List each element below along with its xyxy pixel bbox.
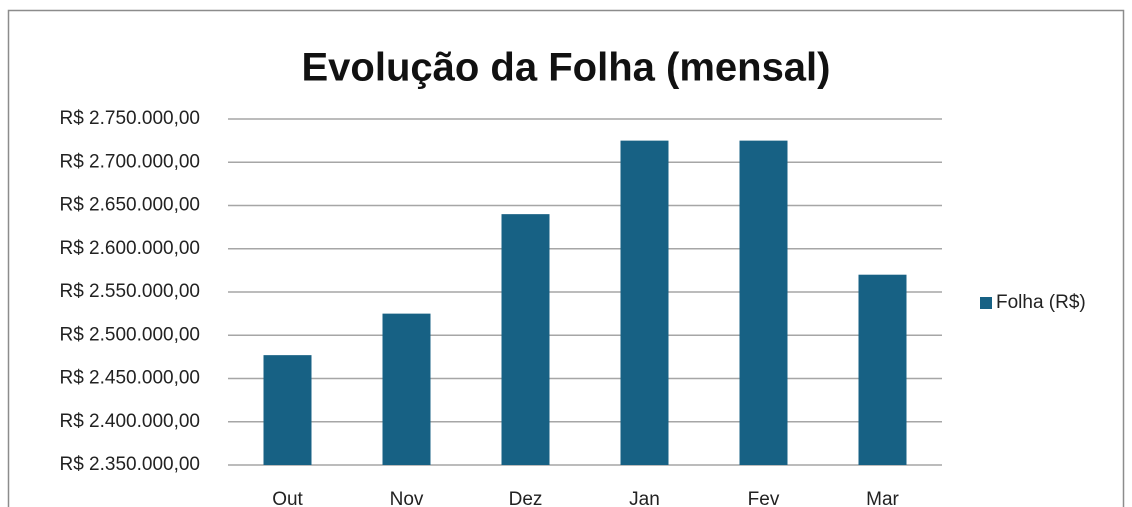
- chart-border: [7, 9, 1125, 507]
- y-tick-label: R$ 2.450.000,00: [59, 368, 200, 389]
- legend-label: Folha (R$): [996, 292, 1086, 313]
- y-tick-label: R$ 2.650.000,00: [59, 195, 200, 216]
- y-tick-label: R$ 2.400.000,00: [59, 411, 200, 432]
- bar: [858, 274, 907, 465]
- x-tick-label: Dez: [509, 489, 543, 507]
- bar: [263, 355, 312, 465]
- bar: [620, 140, 669, 465]
- y-tick-label: R$ 2.700.000,00: [59, 151, 200, 172]
- legend-swatch: [980, 297, 992, 309]
- x-tick-label: Fev: [748, 489, 780, 507]
- bar: [382, 313, 431, 465]
- x-tick-label: Nov: [390, 489, 424, 507]
- bar: [739, 140, 788, 465]
- y-tick-label: R$ 2.750.000,00: [59, 108, 200, 129]
- y-tick-label: R$ 2.550.000,00: [59, 281, 200, 302]
- x-tick-label: Mar: [866, 489, 899, 507]
- x-tick-label: Jan: [629, 489, 660, 507]
- chart-title: Evolução da Folha (mensal): [301, 46, 830, 90]
- x-tick-label: Out: [272, 489, 303, 507]
- y-tick-label: R$ 2.350.000,00: [59, 454, 200, 475]
- y-tick-label: R$ 2.500.000,00: [59, 324, 200, 345]
- y-tick-label: R$ 2.600.000,00: [59, 238, 200, 259]
- bar: [501, 214, 550, 465]
